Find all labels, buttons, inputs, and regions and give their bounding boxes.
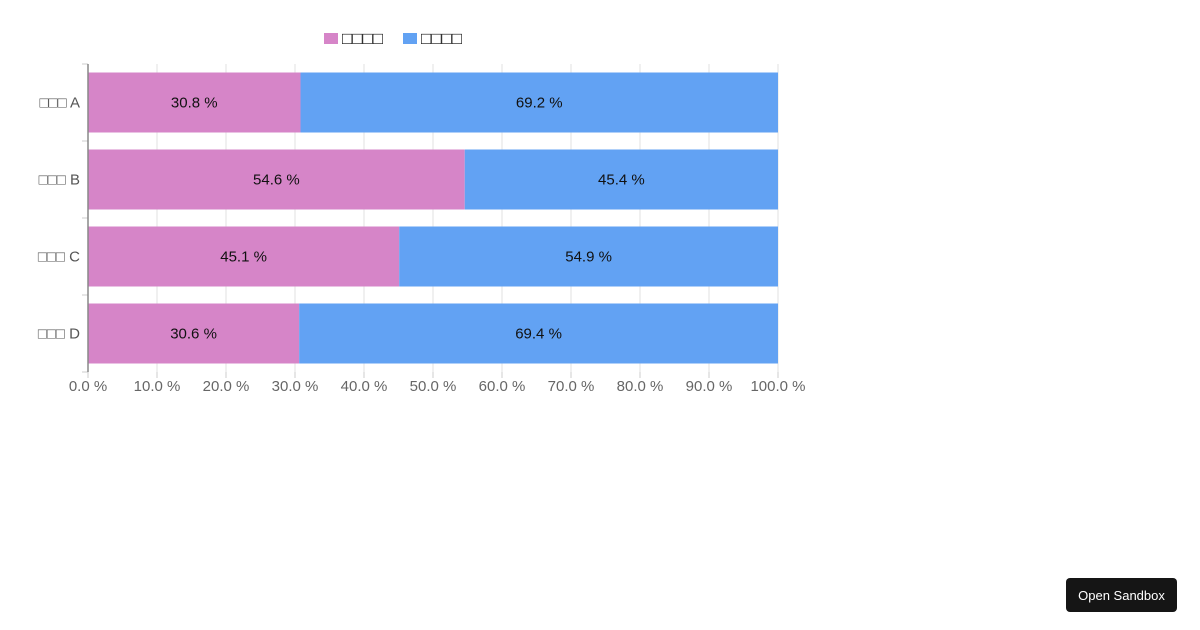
data-label: 45.1 % [220, 249, 267, 266]
data-label: 45.4 % [598, 172, 645, 189]
legend-swatch [324, 33, 338, 44]
category-label: □□□ D [38, 326, 80, 343]
category-label: □□□ C [38, 249, 80, 266]
data-label: 54.6 % [253, 172, 300, 189]
x-tick-label: 70.0 % [548, 378, 595, 395]
bar-segment [464, 149, 778, 210]
legend-label: □□□□ [421, 29, 462, 48]
axes: 0.0 % 10.0 % 20.0 % 30.0 % 40.0 % 50.0 % 60.0 … [38, 63, 806, 395]
x-tick-label: 30.0 % [272, 378, 319, 395]
bar-segment [399, 226, 778, 287]
bar-segment [299, 303, 778, 364]
x-tick-label: 50.0 % [410, 378, 457, 395]
bar-segment [88, 303, 300, 364]
x-tick-label: 100.0 % [750, 378, 805, 395]
x-tick-label: 40.0 % [341, 378, 388, 395]
bar-segment [300, 72, 778, 133]
x-tick-label: 80.0 % [617, 378, 664, 395]
category-label: □□□ A [39, 95, 80, 112]
data-label: 30.8 % [171, 95, 218, 112]
category-label: □□□ B [39, 172, 80, 189]
legend-label: □□□□ [342, 29, 383, 48]
data-label: 69.4 % [515, 326, 562, 343]
x-tick-label: 90.0 % [686, 378, 733, 395]
x-tick-label: 20.0 % [203, 378, 250, 395]
bar-segment [88, 72, 301, 133]
bar-segment [88, 149, 465, 210]
bars: 30.8 % 69.2 % 54.6 % 45.4 % 45.1 % 54.9 % 30.6… [88, 72, 778, 364]
data-label: 54.9 % [565, 249, 612, 266]
legend: □□□□ □□□□ [324, 29, 462, 48]
legend-swatch [403, 33, 417, 44]
x-tick-label: 60.0 % [479, 378, 526, 395]
data-label: 30.6 % [170, 326, 217, 343]
open-sandbox-button[interactable]: Open Sandbox [1066, 578, 1177, 612]
data-label: 69.2 % [516, 95, 563, 112]
x-tick-label: 0.0 % [69, 378, 107, 395]
x-tick-label: 10.0 % [134, 378, 181, 395]
bar-segment [88, 226, 400, 287]
